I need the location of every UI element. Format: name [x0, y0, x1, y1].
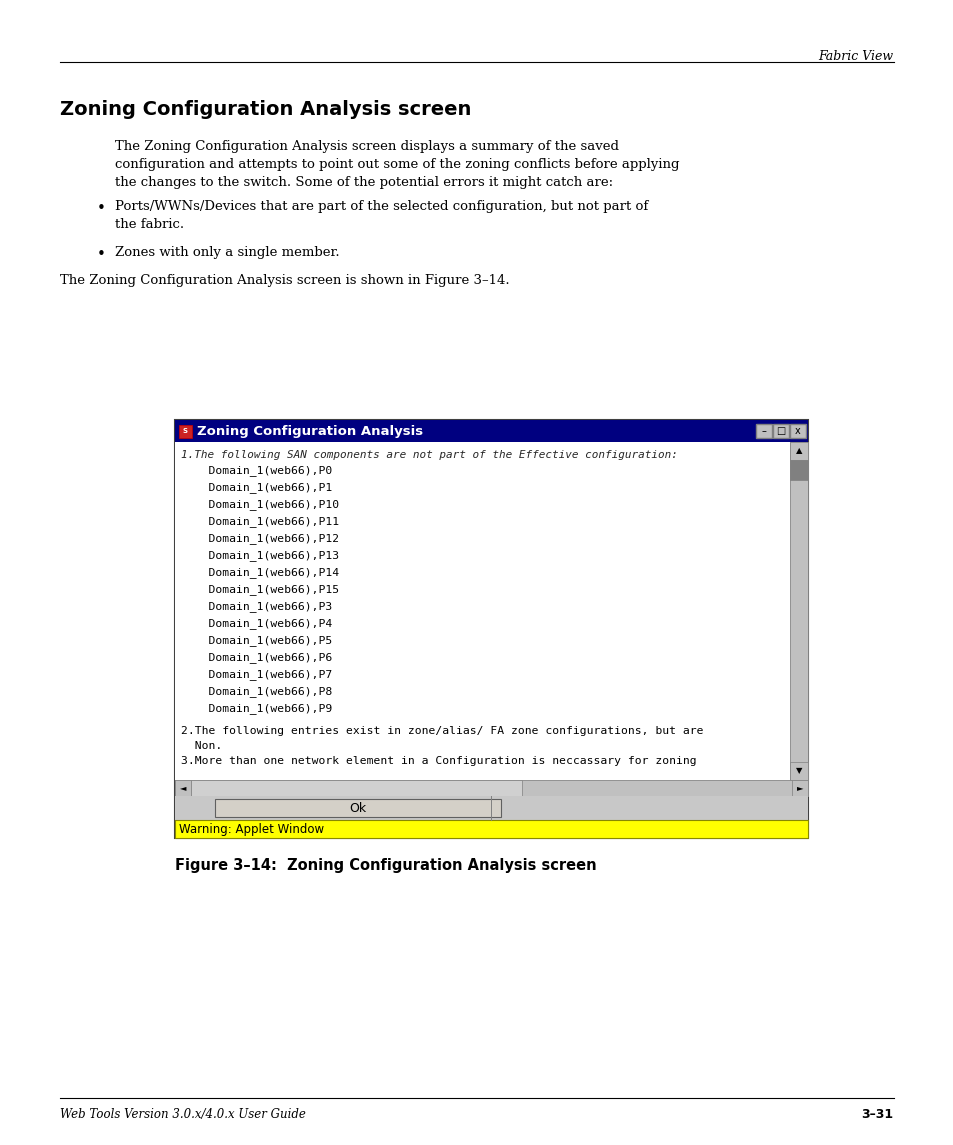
Text: Domain_1(web66),P12: Domain_1(web66),P12 — [181, 534, 338, 544]
Text: ◄: ◄ — [179, 783, 186, 792]
Text: S: S — [183, 428, 188, 434]
Text: The Zoning Configuration Analysis screen displays a summary of the saved: The Zoning Configuration Analysis screen… — [115, 140, 618, 153]
Text: 3–31: 3–31 — [860, 1108, 892, 1121]
Text: ▼: ▼ — [795, 766, 801, 775]
Text: The Zoning Configuration Analysis screen is shown in Figure 3–14.: The Zoning Configuration Analysis screen… — [60, 274, 509, 287]
Bar — [214, 799, 500, 818]
Bar — [789, 424, 805, 439]
Text: –: – — [760, 426, 765, 436]
Text: Domain_1(web66),P14: Domain_1(web66),P14 — [181, 567, 338, 578]
Text: 3.More than one network element in a Configuration is neccassary for zoning: 3.More than one network element in a Con… — [181, 756, 696, 766]
Text: □: □ — [776, 426, 785, 436]
Bar — [191, 780, 521, 796]
Bar — [174, 820, 807, 838]
Text: 2.The following entries exist in zone/alias/ FA zone configurations, but are: 2.The following entries exist in zone/al… — [181, 726, 702, 736]
Text: Ok: Ok — [349, 802, 366, 814]
Text: Ports/WWNs/Devices that are part of the selected configuration, but not part of: Ports/WWNs/Devices that are part of the … — [115, 200, 648, 213]
Bar — [174, 420, 807, 442]
Text: ►: ► — [796, 783, 802, 792]
Text: the changes to the switch. Some of the potential errors it might catch are:: the changes to the switch. Some of the p… — [115, 176, 613, 189]
Text: Non.: Non. — [181, 741, 222, 751]
Text: Domain_1(web66),P6: Domain_1(web66),P6 — [181, 652, 332, 663]
Bar — [174, 420, 807, 838]
Text: Domain_1(web66),P3: Domain_1(web66),P3 — [181, 601, 332, 611]
Text: Domain_1(web66),P1: Domain_1(web66),P1 — [181, 482, 332, 492]
Text: Domain_1(web66),P8: Domain_1(web66),P8 — [181, 686, 332, 697]
Bar — [789, 460, 807, 480]
Bar — [791, 780, 807, 796]
Text: Zoning Configuration Analysis: Zoning Configuration Analysis — [196, 426, 423, 439]
Text: Figure 3–14:  Zoning Configuration Analysis screen: Figure 3–14: Zoning Configuration Analys… — [174, 858, 596, 872]
Text: Zones with only a single member.: Zones with only a single member. — [115, 246, 339, 259]
Text: Warning: Applet Window: Warning: Applet Window — [179, 822, 324, 836]
Text: Domain_1(web66),P4: Domain_1(web66),P4 — [181, 618, 332, 629]
Bar — [174, 780, 191, 796]
Bar — [755, 424, 771, 439]
Text: •: • — [97, 202, 106, 216]
Bar — [174, 442, 789, 780]
Text: Domain_1(web66),P7: Domain_1(web66),P7 — [181, 669, 332, 680]
Text: Domain_1(web66),P13: Domain_1(web66),P13 — [181, 550, 338, 561]
Bar — [789, 763, 807, 780]
Bar — [179, 425, 192, 439]
Text: Zoning Configuration Analysis screen: Zoning Configuration Analysis screen — [60, 100, 471, 119]
Text: Domain_1(web66),P0: Domain_1(web66),P0 — [181, 465, 332, 476]
Text: Domain_1(web66),P15: Domain_1(web66),P15 — [181, 584, 338, 595]
Bar — [174, 780, 807, 796]
Text: configuration and attempts to point out some of the zoning conflicts before appl: configuration and attempts to point out … — [115, 158, 679, 171]
Bar — [789, 442, 807, 460]
Text: •: • — [97, 247, 106, 262]
Bar — [174, 796, 807, 820]
Text: ▲: ▲ — [795, 447, 801, 456]
Text: x: x — [794, 426, 800, 436]
Text: Fabric View: Fabric View — [817, 50, 892, 63]
Text: the fabric.: the fabric. — [115, 218, 184, 231]
Text: Web Tools Version 3.0.x/4.0.x User Guide: Web Tools Version 3.0.x/4.0.x User Guide — [60, 1108, 306, 1121]
Bar — [772, 424, 788, 439]
Text: Domain_1(web66),P5: Domain_1(web66),P5 — [181, 635, 332, 646]
Bar — [789, 442, 807, 780]
Text: Domain_1(web66),P10: Domain_1(web66),P10 — [181, 499, 338, 510]
Text: 1.The following SAN components are not part of the Effective configuration:: 1.The following SAN components are not p… — [181, 450, 678, 460]
Text: Domain_1(web66),P9: Domain_1(web66),P9 — [181, 703, 332, 713]
Text: Domain_1(web66),P11: Domain_1(web66),P11 — [181, 516, 338, 527]
